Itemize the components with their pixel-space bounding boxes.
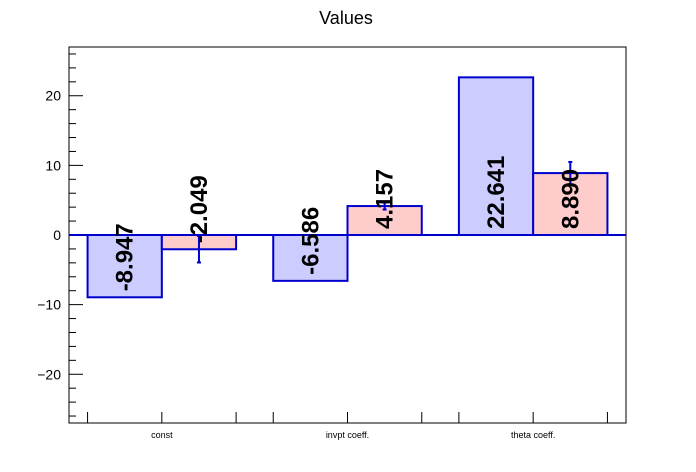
data-label-1-1: 4.157 — [372, 169, 399, 229]
error-bars — [196, 160, 573, 264]
data-label-0-0: -8.947 — [112, 223, 139, 291]
data-labels: -8.947 -6.586 22.641 -2.049 4.157 8.890 — [112, 156, 585, 292]
y-tick-label: −20 — [37, 366, 61, 382]
data-label-0-1: -6.586 — [297, 207, 324, 275]
y-tick-label: 0 — [53, 227, 61, 243]
y-tick-label: 10 — [45, 157, 61, 173]
bar-0-2 — [457, 76, 535, 236]
y-tick-label: −10 — [37, 297, 61, 313]
data-label-1-2: 8.890 — [557, 169, 584, 229]
bar-series — [86, 76, 609, 299]
y-tick-label: 20 — [45, 88, 61, 104]
x-category-label: theta coeff. — [511, 430, 555, 440]
chart-title: Values — [319, 8, 373, 28]
x-axis: const invpt coeff. theta coeff. — [87, 412, 608, 440]
y-axis: −20 −10 0 10 20 — [37, 53, 83, 417]
x-category-label: const — [151, 430, 173, 440]
data-label-0-2: 22.641 — [483, 156, 510, 229]
bar-0-0 — [86, 234, 163, 299]
bar-0-1 — [272, 234, 349, 282]
data-label-1-0: -2.049 — [186, 175, 213, 243]
x-category-label: invpt coeff. — [326, 430, 369, 440]
